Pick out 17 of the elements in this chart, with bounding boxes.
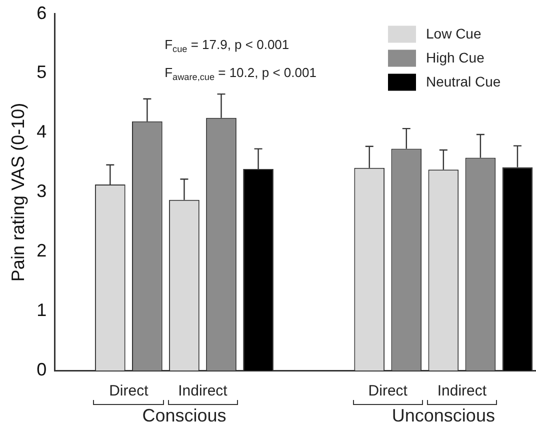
y-tick-label: 1 [36, 300, 47, 320]
text: Direct [109, 382, 150, 400]
y-tick-label: 3 [36, 181, 47, 202]
text: Direct [368, 382, 408, 400]
y-tick-label: 2 [36, 240, 47, 261]
text: Unconscious [392, 406, 495, 426]
text: Conscious [142, 406, 226, 426]
legend-label: High Cue [426, 50, 485, 66]
text: Indirect [178, 382, 228, 400]
y-tick-label: 5 [36, 62, 47, 82]
y-tick-label: 0 [36, 360, 47, 380]
legend-label: Low Cue [426, 26, 482, 42]
y-axis-title: Pain rating VAS (0-10) [8, 102, 28, 282]
y-tick-label: 6 [36, 2, 47, 23]
text: Indirect [437, 382, 488, 400]
legend-label: Neutral Cue [426, 74, 501, 90]
y-tick-label: 4 [36, 122, 47, 142]
